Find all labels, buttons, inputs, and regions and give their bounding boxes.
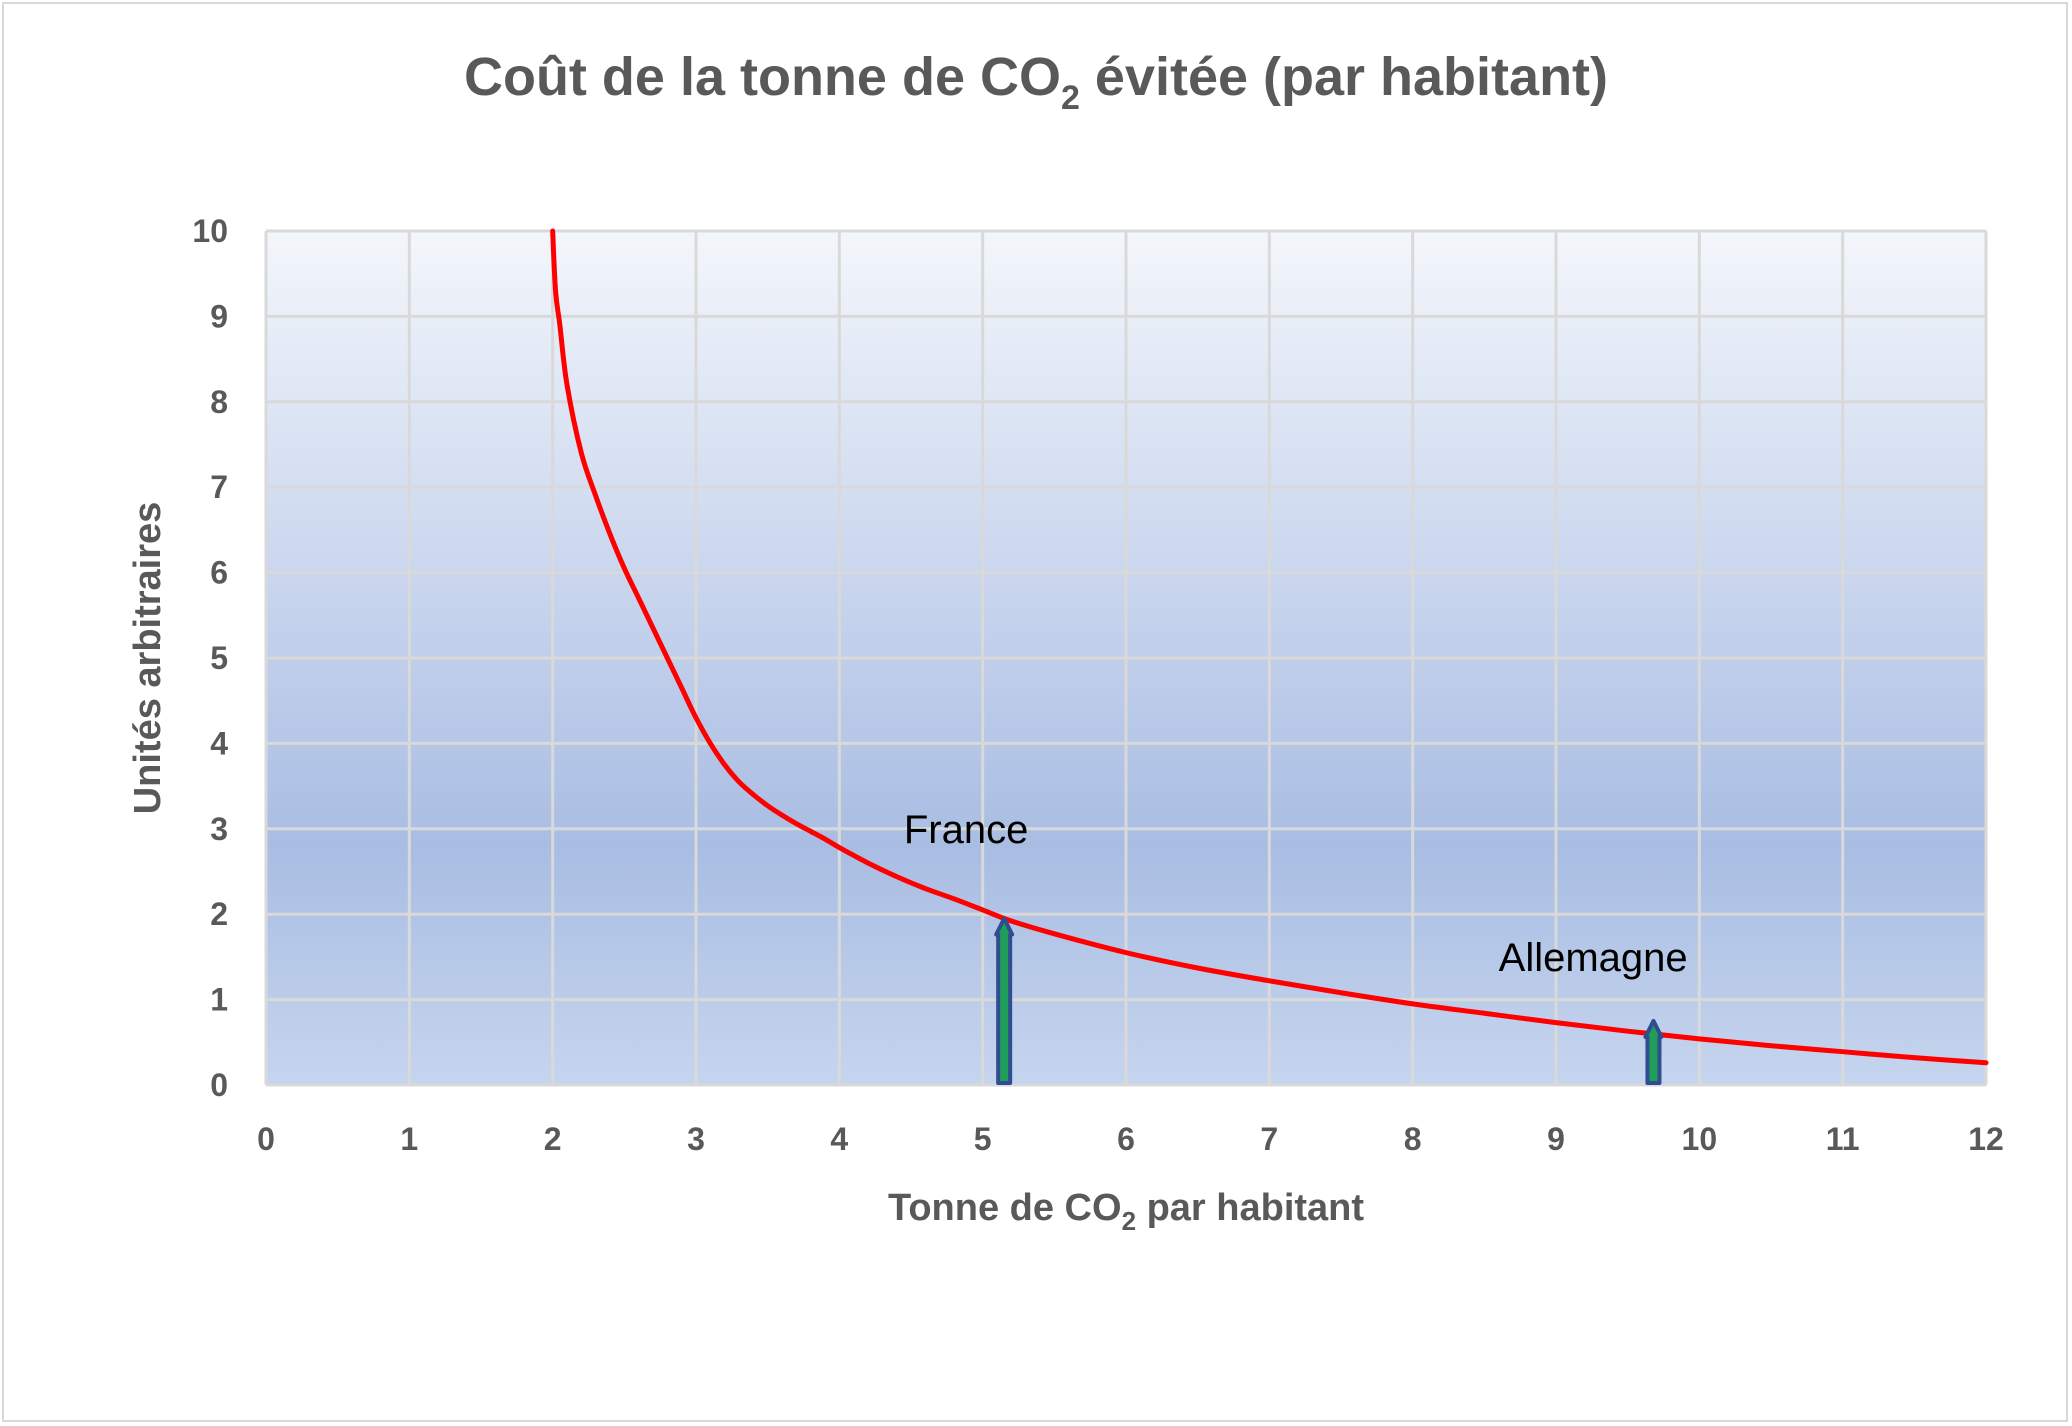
y-tick-label-7: 7 bbox=[210, 469, 228, 505]
x-tick-label-5: 5 bbox=[974, 1121, 992, 1157]
y-axis-title: Unités arbitraires bbox=[127, 502, 169, 815]
chart-title: Coût de la tonne de CO2 évitée (par habi… bbox=[464, 47, 1608, 117]
y-tick-label-6: 6 bbox=[210, 555, 228, 591]
x-tick-label-12: 12 bbox=[1968, 1121, 2004, 1157]
y-tick-label-5: 5 bbox=[210, 640, 228, 676]
y-tick-label-4: 4 bbox=[210, 725, 228, 761]
arrow-allemagne bbox=[1643, 1018, 1664, 1085]
x-axis-title-main: Tonne de CO bbox=[888, 1187, 1122, 1229]
x-tick-label-11: 11 bbox=[1826, 1121, 1860, 1157]
y-axis-ticks: 0 1 2 3 4 5 6 7 8 9 10 bbox=[192, 213, 228, 1103]
x-axis-title-subscript: 2 bbox=[1122, 1206, 1136, 1236]
country-markers: France Allemagne bbox=[904, 808, 1688, 1085]
x-tick-label-3: 3 bbox=[687, 1121, 705, 1157]
chart-title-main: Coût de la tonne de CO bbox=[464, 47, 1061, 107]
cost-curve-line bbox=[550, 228, 1989, 1066]
chart-title-rest: évitée (par habitant) bbox=[1080, 47, 1608, 107]
x-tick-label-4: 4 bbox=[830, 1121, 848, 1157]
x-tick-label-7: 7 bbox=[1260, 1121, 1278, 1157]
y-tick-label-0: 0 bbox=[210, 1067, 228, 1103]
x-axis-title: Tonne de CO2 par habitant bbox=[888, 1187, 1364, 1236]
y-tick-label-8: 8 bbox=[210, 384, 228, 420]
y-tick-label-10: 10 bbox=[192, 213, 228, 249]
x-tick-label-0: 0 bbox=[257, 1121, 275, 1157]
arrow-france bbox=[994, 916, 1015, 1085]
y-tick-label-3: 3 bbox=[210, 811, 228, 847]
x-tick-label-6: 6 bbox=[1117, 1121, 1135, 1157]
y-tick-label-2: 2 bbox=[210, 896, 228, 932]
annotation-france: France bbox=[904, 808, 1028, 852]
y-tick-label-9: 9 bbox=[210, 298, 228, 334]
x-tick-label-1: 1 bbox=[400, 1121, 418, 1157]
chart-title-subscript: 2 bbox=[1061, 79, 1080, 117]
x-tick-label-9: 9 bbox=[1547, 1121, 1565, 1157]
x-tick-label-2: 2 bbox=[544, 1121, 562, 1157]
annotation-allemagne: Allemagne bbox=[1499, 936, 1688, 980]
x-tick-label-8: 8 bbox=[1404, 1121, 1422, 1157]
x-axis-ticks: 0 1 2 3 4 5 6 7 8 9 10 11 12 bbox=[257, 1121, 2004, 1157]
x-tick-label-10: 10 bbox=[1682, 1121, 1718, 1157]
y-tick-label-1: 1 bbox=[210, 982, 228, 1018]
x-axis-title-rest: par habitant bbox=[1136, 1187, 1364, 1229]
